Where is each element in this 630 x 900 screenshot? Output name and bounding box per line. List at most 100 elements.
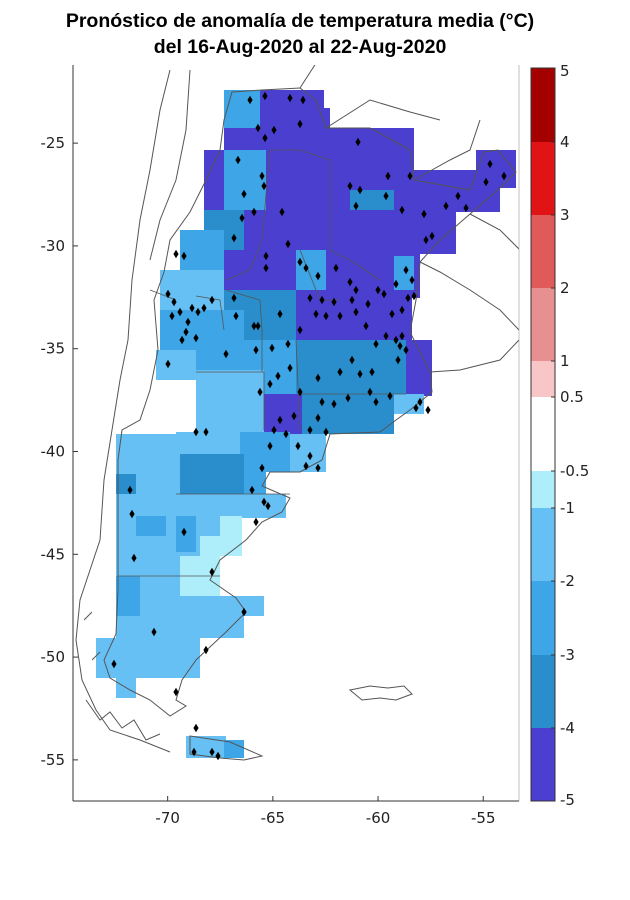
station-marker bbox=[262, 91, 268, 101]
bolivia-paraguay-border bbox=[299, 65, 519, 331]
station-marker bbox=[375, 285, 381, 295]
station-marker bbox=[297, 387, 303, 397]
station-marker bbox=[323, 427, 329, 437]
station-marker bbox=[383, 191, 389, 201]
colorbar-tick-label: 4 bbox=[560, 133, 570, 151]
station-marker bbox=[271, 425, 277, 435]
station-marker bbox=[345, 393, 351, 403]
station-marker bbox=[247, 95, 253, 105]
station-marker bbox=[179, 335, 185, 345]
station-marker bbox=[185, 317, 191, 327]
station-marker bbox=[313, 309, 319, 319]
station-marker bbox=[203, 645, 209, 655]
station-marker bbox=[181, 251, 187, 261]
chile-fjords bbox=[83, 611, 161, 741]
colorbar-tick-label: 1 bbox=[560, 352, 570, 370]
y-tick-label: -40 bbox=[41, 443, 66, 461]
station-marker bbox=[183, 327, 189, 337]
station-marker bbox=[255, 321, 261, 331]
station-marker bbox=[169, 311, 175, 321]
colorbar-ticks: 5 4 3 2 1 0.5 -0.5 -1 -2 -3 -4 -5 bbox=[551, 62, 589, 809]
station-marker bbox=[173, 249, 179, 259]
station-marker bbox=[409, 275, 415, 285]
colorbar-tick-label: -2 bbox=[560, 572, 575, 590]
station-marker bbox=[381, 289, 387, 299]
anomaly-cell bbox=[224, 150, 266, 210]
station-marker bbox=[429, 231, 435, 241]
station-marker bbox=[235, 155, 241, 165]
station-marker bbox=[241, 189, 247, 199]
station-marker bbox=[399, 331, 405, 341]
station-marker bbox=[173, 687, 179, 697]
station-marker bbox=[263, 251, 269, 261]
station-marker bbox=[165, 359, 171, 369]
station-marker bbox=[501, 171, 507, 181]
station-marker bbox=[365, 299, 371, 309]
anomaly-cell bbox=[224, 90, 260, 128]
station-marker bbox=[315, 373, 321, 383]
station-marker bbox=[303, 263, 309, 273]
station-marker bbox=[417, 397, 423, 407]
station-marker bbox=[315, 413, 321, 423]
uruguay-coast bbox=[429, 339, 519, 373]
anomaly-cell bbox=[300, 108, 330, 128]
station-marker bbox=[323, 311, 329, 321]
station-marker bbox=[385, 171, 391, 181]
station-marker bbox=[261, 181, 267, 191]
station-marker bbox=[349, 355, 355, 365]
anomaly-cell bbox=[394, 256, 414, 290]
station-marker bbox=[249, 485, 255, 495]
station-marker bbox=[275, 371, 281, 381]
station-marker bbox=[307, 425, 313, 435]
station-marker bbox=[277, 309, 283, 319]
y-tick-label: -35 bbox=[41, 340, 66, 358]
station-marker bbox=[337, 367, 343, 377]
station-marker bbox=[251, 321, 257, 331]
y-tick-label: -50 bbox=[41, 648, 66, 666]
colorbar-tick-label: -1 bbox=[560, 499, 575, 517]
station-marker bbox=[355, 137, 361, 147]
anomaly-cell bbox=[136, 516, 166, 536]
station-marker bbox=[331, 399, 337, 409]
malvinas bbox=[348, 685, 413, 701]
station-marker bbox=[267, 441, 273, 451]
station-marker bbox=[463, 203, 469, 213]
station-marker bbox=[300, 95, 306, 105]
province-borders bbox=[118, 149, 406, 577]
station-marker bbox=[331, 297, 337, 307]
station-marker bbox=[231, 233, 237, 243]
colorbar-bin bbox=[531, 68, 555, 142]
station-marker bbox=[262, 133, 268, 143]
anomaly-cell bbox=[476, 150, 516, 188]
station-markers bbox=[111, 91, 507, 761]
station-marker bbox=[443, 201, 449, 211]
station-marker bbox=[307, 451, 313, 461]
station-marker bbox=[251, 207, 257, 217]
colorbar-bin bbox=[531, 471, 555, 508]
station-marker bbox=[413, 403, 419, 413]
x-tick-label: -70 bbox=[155, 809, 180, 827]
andes-line bbox=[149, 69, 191, 261]
station-marker bbox=[363, 321, 369, 331]
x-tick-label: -60 bbox=[366, 809, 391, 827]
station-marker bbox=[357, 185, 363, 195]
anomaly-cell bbox=[350, 190, 394, 210]
colorbar-bin bbox=[531, 508, 555, 581]
station-marker bbox=[259, 171, 265, 181]
colorbar-bin bbox=[531, 655, 555, 728]
map-axes: -70 -65 -60 -55 -25 -30 -35 -40 -45 -50 -55 bbox=[41, 65, 520, 827]
colorbar-bin bbox=[531, 215, 555, 288]
anomaly-map bbox=[75, 65, 519, 761]
title-line-2: del 16-Aug-2020 al 22-Aug-2020 bbox=[153, 36, 447, 58]
colorbar-bin bbox=[531, 361, 555, 397]
station-marker bbox=[283, 429, 289, 439]
station-marker bbox=[269, 343, 275, 353]
anomaly-cell bbox=[156, 350, 196, 380]
station-marker bbox=[127, 485, 133, 495]
station-marker bbox=[261, 497, 267, 507]
colorbar-tick-label: 0.5 bbox=[560, 388, 584, 406]
station-marker bbox=[285, 339, 291, 349]
map-title: Pronóstico de anomalía de temperatura me… bbox=[0, 8, 600, 60]
station-marker bbox=[231, 293, 237, 303]
station-marker bbox=[203, 427, 209, 437]
